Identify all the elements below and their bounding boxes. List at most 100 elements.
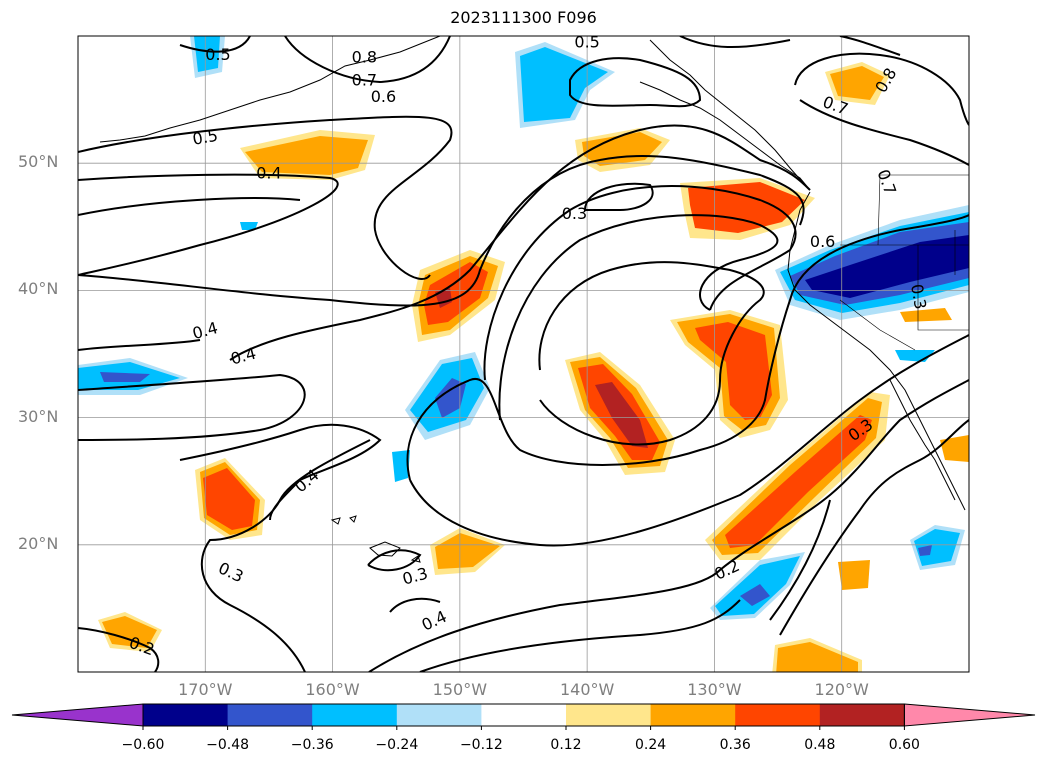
contour-label: 0.5: [205, 45, 230, 64]
colorbar-tick-label: −0.12: [459, 737, 503, 753]
contour-line: [367, 549, 422, 572]
colorbar-cell: [650, 704, 736, 726]
latitude-label: 30°N: [18, 406, 59, 426]
contour-label: 0.3: [907, 282, 930, 310]
contour-line: [368, 379, 969, 672]
colorbar-cell: [819, 704, 905, 726]
colorbar-tick-label: −0.48: [206, 737, 250, 753]
colorbar-cell: [566, 704, 652, 726]
coastlines: [99, 36, 969, 563]
latitude-label: 40°N: [18, 279, 59, 299]
positive-anomaly: [424, 262, 488, 325]
longitude-label: 160°W: [305, 680, 360, 699]
positive-anomaly: [830, 66, 884, 100]
negative-anomaly: [194, 36, 220, 72]
contour-label: 0.4: [256, 163, 281, 182]
colorbar-cell: [227, 704, 313, 726]
contour-line: [569, 57, 702, 108]
colorbar-cell: [735, 704, 821, 726]
contour-line: [78, 173, 339, 276]
contour-line: [679, 36, 791, 49]
contour-label: 0.6: [371, 87, 396, 106]
contour-line: [498, 214, 779, 421]
colorbar-tick-label: 0.48: [804, 737, 836, 753]
positive-anomaly: [245, 136, 368, 175]
bc-coastline: [649, 39, 806, 186]
anomaly-shading: [78, 36, 969, 672]
negative-anomaly: [805, 235, 969, 298]
contour-line: [179, 36, 251, 53]
contour-line: [78, 627, 160, 672]
contour-label: 0.8: [352, 48, 377, 67]
contour-line: [409, 334, 969, 547]
contour-line: [799, 99, 969, 166]
latitude-label: 50°N: [18, 152, 59, 172]
contour-line: [78, 197, 301, 216]
colorbar-tick-label: 0.36: [719, 737, 751, 753]
contour-line: [284, 36, 451, 84]
contour-label: 0.7: [352, 71, 377, 90]
colorbar-extend-max: [903, 703, 1036, 727]
positive-anomaly: [203, 468, 255, 530]
baja-coastline: [889, 379, 956, 501]
hawaii-island: [369, 541, 401, 557]
west-coast-coastline: [787, 191, 966, 511]
positive-anomaly: [838, 560, 870, 590]
positive-anomaly: [435, 533, 500, 569]
negative-anomaly: [240, 222, 258, 230]
contour-line: [78, 115, 453, 280]
map-frame: [77, 35, 970, 673]
colorbar-extend-min: [11, 703, 144, 727]
colorbar-tick-label: −0.60: [121, 737, 165, 753]
graticule: [78, 36, 969, 672]
negative-anomaly: [914, 529, 960, 566]
latitude-label: 20°N: [18, 533, 59, 553]
map-canvas: 0.5 0.80.70.60.50.50.40.30.60.70.80.70.30…: [77, 32, 970, 673]
contour-line: [538, 261, 765, 446]
contour-label: 0.5: [574, 32, 599, 51]
positive-anomaly: [940, 435, 969, 462]
colorbar-outline: [142, 703, 905, 727]
colorbar-tick-label: −0.24: [375, 737, 419, 753]
colorbar-cell: [143, 704, 229, 726]
contour-line: [483, 185, 797, 381]
positive-anomaly: [582, 132, 662, 166]
negative-anomaly: [918, 545, 932, 556]
colorbar-cell: [312, 704, 398, 726]
negative-anomaly: [392, 450, 410, 482]
positive-anomaly: [595, 382, 648, 448]
positive-anomaly: [776, 642, 858, 672]
colorbar-tick-label: −0.36: [290, 737, 334, 753]
hawaii-island: [349, 515, 357, 523]
negative-anomaly: [100, 372, 150, 382]
longitude-label: 170°W: [178, 680, 233, 699]
hawaii-island: [330, 517, 341, 525]
contour-line: [794, 52, 969, 126]
alaska-panhandle-coastline: [639, 81, 811, 191]
contour-line: [78, 373, 306, 441]
longitude-label: 140°W: [559, 680, 615, 699]
height-contours: [78, 36, 969, 672]
longitude-label: 120°W: [814, 680, 869, 699]
contour-line: [779, 419, 969, 636]
colorbar-tick-label: 0.60: [888, 737, 920, 753]
positive-anomaly: [102, 616, 157, 648]
contour-line: [389, 597, 441, 613]
positive-anomaly: [688, 182, 805, 233]
state-border: [839, 174, 969, 351]
colorbar-tick-label: 0.24: [635, 737, 667, 753]
alaska-coastline: [99, 36, 441, 143]
contour-label: 0.3: [562, 204, 587, 223]
contour-label: 0.6: [810, 232, 835, 251]
contour-line: [78, 124, 811, 361]
contour-line: [419, 499, 831, 672]
colorbar-cell: [481, 704, 567, 726]
contour-line: [583, 182, 654, 211]
negative-anomaly: [740, 584, 770, 606]
colorbar-tick-label: 0.12: [550, 737, 582, 753]
longitude-label: 150°W: [432, 680, 488, 699]
contour-line: [78, 155, 805, 307]
map-title: 2023111300 F096: [450, 8, 597, 27]
negative-anomaly: [435, 378, 466, 418]
contour-label: 0.5: [191, 126, 219, 149]
